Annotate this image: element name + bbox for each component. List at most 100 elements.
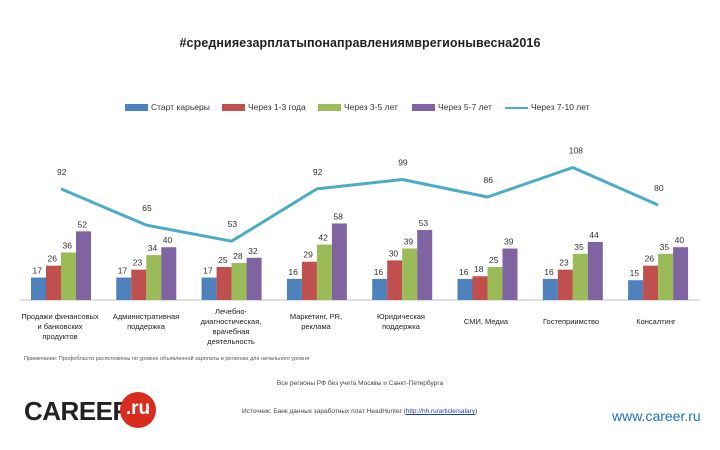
data-label-y1-3: 26 bbox=[48, 254, 58, 264]
data-label-y1-3: 30 bbox=[389, 248, 399, 258]
data-label-start: 17 bbox=[33, 266, 43, 276]
legend-swatch-y7-10 bbox=[505, 106, 528, 109]
category-label-4: Юридическая поддержка bbox=[359, 312, 443, 332]
bar-start bbox=[457, 278, 473, 300]
data-label-y5-7: 39 bbox=[504, 237, 514, 247]
legend-label-start: Старт карьеры bbox=[151, 102, 210, 112]
category-label-line: и банковских bbox=[37, 322, 83, 331]
data-label-y7-10: 65 bbox=[142, 203, 152, 213]
bar-y1-3 bbox=[643, 265, 659, 300]
category-label-line: Лечебно- bbox=[215, 307, 247, 316]
category-label-line: Юридическая bbox=[376, 312, 425, 321]
category-label-line: Административная bbox=[112, 312, 180, 321]
bar-y5-7 bbox=[161, 247, 177, 300]
bar-start bbox=[286, 278, 302, 300]
bar-y5-7 bbox=[417, 230, 433, 300]
data-label-y5-7: 52 bbox=[78, 219, 88, 229]
legend-swatch-y5-7 bbox=[412, 104, 435, 112]
site-url[interactable]: www.career.ru bbox=[612, 408, 701, 424]
category-label-line: поддержка bbox=[127, 322, 165, 331]
source-link[interactable]: http://hh.ru/article/salary bbox=[405, 408, 476, 415]
category-label-line: Гостеприимство bbox=[542, 317, 600, 326]
data-label-y5-7: 40 bbox=[675, 235, 685, 245]
legend-item-y5-7: Через 5-7 лет bbox=[412, 100, 492, 114]
data-label-y1-3: 26 bbox=[645, 254, 655, 264]
legend-item-start: Старт карьеры bbox=[125, 100, 210, 114]
data-label-y3-5: 28 bbox=[233, 251, 243, 261]
bar-y3-5 bbox=[61, 252, 76, 300]
data-label-y3-5: 25 bbox=[489, 255, 499, 265]
logo-circle: .ru bbox=[120, 392, 156, 428]
category-label-2: Лечебно- диагностическая, врачебная деят… bbox=[189, 307, 273, 347]
bar-y1-3 bbox=[472, 276, 488, 300]
category-label-line: диагностическая, bbox=[200, 317, 262, 326]
data-label-y5-7: 40 bbox=[163, 235, 173, 245]
line-y7-10 bbox=[60, 166, 659, 243]
category-label-line: деятельность bbox=[207, 337, 255, 346]
legend-label-y7-10: Через 7-10 лет bbox=[531, 102, 590, 112]
chart-note: Примечание: Профобласти расположены по у… bbox=[24, 356, 310, 362]
category-label-6: Гостеприимство bbox=[529, 317, 613, 327]
data-label-y7-10: 53 bbox=[228, 219, 238, 229]
chart-legend: Старт карьеры Через 1-3 года Через 3-5 л… bbox=[0, 100, 720, 114]
legend-swatch-y3-5 bbox=[318, 104, 341, 112]
data-label-y1-3: 25 bbox=[218, 255, 228, 265]
data-label-y1-3: 29 bbox=[303, 250, 313, 260]
data-label-y5-7: 32 bbox=[248, 246, 258, 256]
legend-label-y5-7: Через 5-7 лет bbox=[438, 102, 492, 112]
bar-y3-5 bbox=[316, 244, 332, 300]
data-label-y3-5: 39 bbox=[404, 237, 414, 247]
data-label-y5-7: 53 bbox=[419, 218, 429, 228]
logo-wordmark: CAREER bbox=[24, 396, 131, 426]
category-label-line: Продажи финансовых bbox=[21, 312, 99, 321]
bar-y3-5 bbox=[231, 263, 247, 300]
source-suffix: ) bbox=[475, 408, 478, 415]
data-label-y5-7: 58 bbox=[333, 211, 343, 221]
bar-y1-3 bbox=[387, 260, 403, 300]
data-label-y3-5: 35 bbox=[574, 242, 584, 252]
legend-item-y1-3: Через 1-3 года bbox=[222, 100, 306, 114]
bar-start bbox=[201, 277, 217, 300]
category-label-7: Консалтинг bbox=[614, 317, 698, 327]
data-label-y7-10: 99 bbox=[398, 158, 408, 168]
category-label-line: Маркетинг, PR, bbox=[289, 312, 343, 321]
bar-y5-7 bbox=[76, 231, 91, 300]
legend-item-y3-5: Через 3-5 лет bbox=[318, 100, 398, 114]
data-label-y1-3: 18 bbox=[474, 264, 484, 274]
regions-caption: Все регионы РФ без учета Москвы и Санкт-… bbox=[276, 380, 444, 387]
data-label-y3-5: 36 bbox=[63, 240, 73, 250]
bar-y3-5 bbox=[402, 248, 418, 300]
data-label-y7-10: 92 bbox=[57, 167, 67, 177]
legend-swatch-start bbox=[125, 104, 148, 112]
data-label-start: 17 bbox=[118, 266, 128, 276]
legend-swatch-y1-3 bbox=[222, 104, 245, 112]
data-label-y3-5: 35 bbox=[660, 242, 670, 252]
bar-y5-7 bbox=[673, 247, 689, 300]
data-label-start: 16 bbox=[288, 267, 298, 277]
category-label-line: реклама bbox=[301, 322, 331, 331]
bar-y5-7 bbox=[246, 257, 262, 300]
data-label-start: 16 bbox=[374, 267, 384, 277]
category-label-0: Продажи финансовых и банковских продукто… bbox=[18, 312, 102, 342]
bar-start bbox=[31, 277, 46, 300]
bar-y5-7 bbox=[502, 248, 518, 300]
data-label-y7-10: 92 bbox=[313, 167, 323, 177]
bar-y1-3 bbox=[301, 261, 317, 300]
data-label-start: 17 bbox=[203, 266, 213, 276]
data-label-y5-7: 44 bbox=[589, 230, 599, 240]
data-label-y7-10: 86 bbox=[484, 175, 494, 185]
data-label-y3-5: 42 bbox=[318, 233, 328, 243]
data-label-start: 16 bbox=[459, 267, 469, 277]
bar-y1-3 bbox=[131, 269, 147, 300]
category-label-1: Административная поддержка bbox=[104, 312, 188, 332]
bar-y3-5 bbox=[146, 255, 162, 300]
data-label-y7-10: 108 bbox=[569, 145, 583, 155]
data-label-y3-5: 34 bbox=[148, 243, 158, 253]
data-label-start: 16 bbox=[544, 267, 554, 277]
source-prefix: Источник: Банк данных заработных плат He… bbox=[242, 408, 406, 415]
category-label-line: врачебная bbox=[212, 327, 250, 336]
legend-item-y7-10: Через 7-10 лет bbox=[505, 100, 590, 114]
chart-hashtag-title: #среднияезарплатыпонаправлениямврегионыв… bbox=[179, 36, 541, 50]
bar-y5-7 bbox=[587, 241, 603, 300]
